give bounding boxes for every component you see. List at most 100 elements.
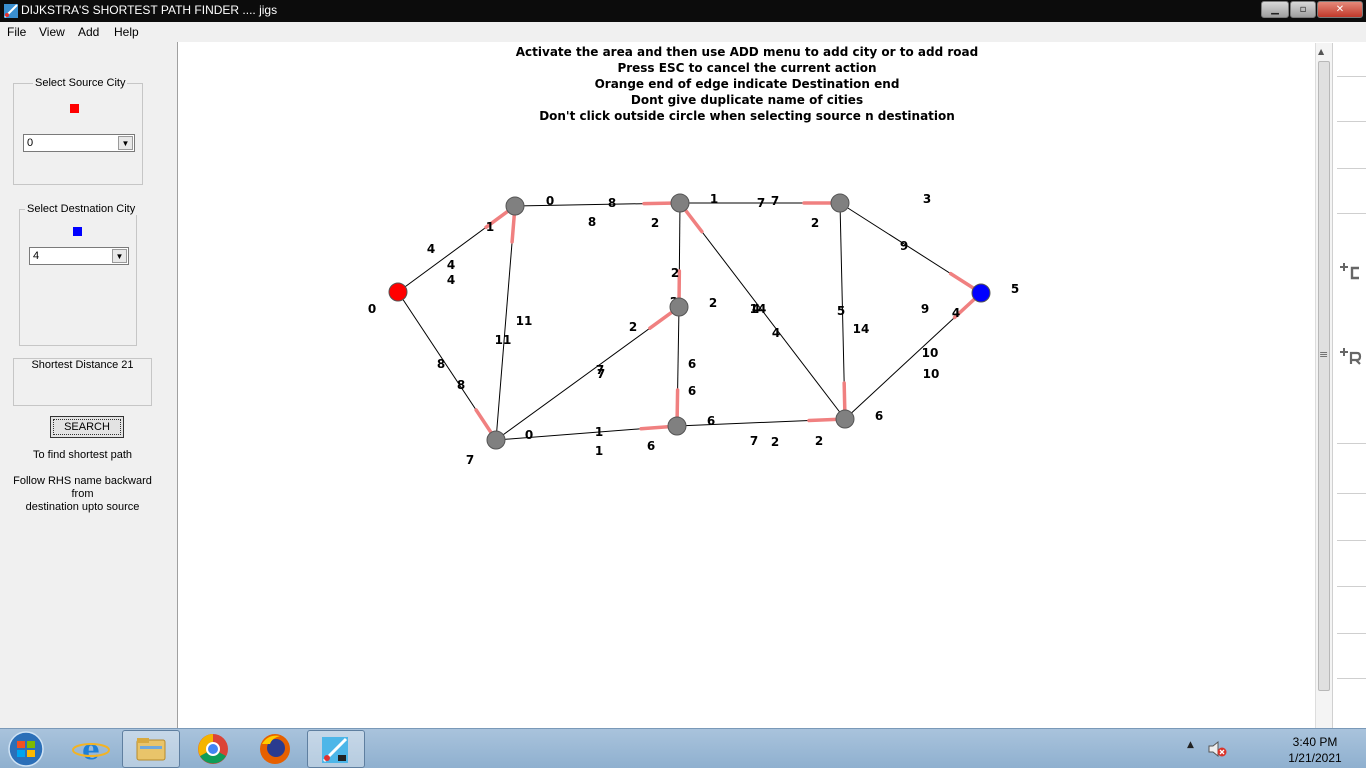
scroll-up-icon[interactable]: ▲ bbox=[1318, 47, 1324, 56]
divider bbox=[1337, 540, 1366, 541]
city-node-label: 2 bbox=[651, 216, 659, 230]
city-node-2[interactable] bbox=[671, 194, 689, 212]
search-button-label: SEARCH bbox=[53, 419, 121, 435]
city-node-label: 2 bbox=[811, 216, 819, 230]
menu-help[interactable]: Help bbox=[114, 25, 139, 39]
edge-weight-label: 1 bbox=[595, 425, 603, 439]
edge-weight-label: 2 bbox=[671, 266, 679, 280]
source-city-value: 0 bbox=[27, 137, 33, 149]
internet-explorer-icon[interactable]: e bbox=[62, 730, 120, 768]
title-bar: DIJKSTRA'S SHORTEST PATH FINDER .... jig… bbox=[0, 0, 1366, 22]
city-node-3[interactable] bbox=[831, 194, 849, 212]
scroll-thumb[interactable] bbox=[1318, 61, 1330, 691]
menu-file[interactable]: File bbox=[7, 25, 26, 39]
city-node-label: 0 bbox=[368, 302, 376, 316]
chevron-down-icon[interactable]: ▼ bbox=[112, 249, 127, 263]
firefox-icon[interactable] bbox=[246, 730, 304, 768]
city-node-label: 4 bbox=[447, 258, 455, 272]
edge-weight-label: 1 bbox=[595, 444, 603, 458]
divider bbox=[1337, 121, 1366, 122]
edge-weight-label: 3 bbox=[923, 192, 931, 206]
add-comment-icon[interactable] bbox=[1337, 258, 1363, 284]
edge-weight-label: 8 bbox=[588, 215, 596, 229]
edge-destination-end bbox=[476, 410, 491, 433]
hint-follow-line2: from bbox=[5, 488, 160, 500]
svg-text:e: e bbox=[82, 733, 100, 766]
dijkstra-app-taskbar-button[interactable] bbox=[307, 730, 365, 768]
edge-weight-label: 14 bbox=[853, 322, 870, 336]
destination-city-value: 4 bbox=[33, 250, 39, 262]
source-city-label: Select Source City bbox=[33, 77, 127, 89]
menu-add[interactable]: Add bbox=[78, 25, 99, 39]
city-node-1[interactable] bbox=[506, 197, 524, 215]
menu-bar: File View Add Help bbox=[0, 22, 1366, 42]
divider bbox=[1337, 633, 1366, 634]
city-node-8[interactable] bbox=[670, 298, 688, 316]
edge-destination-end bbox=[844, 383, 845, 410]
divider bbox=[1337, 678, 1366, 679]
edge-weight-label: 2 bbox=[771, 435, 779, 449]
edge-destination-end bbox=[951, 274, 974, 289]
destination-city-select[interactable]: 4 ▼ bbox=[29, 247, 129, 265]
edge-destination-end bbox=[650, 312, 672, 328]
edge-weight-label: 7 bbox=[757, 196, 765, 210]
edge-weight-label: 4 bbox=[952, 306, 960, 320]
city-node-label: 5 bbox=[1011, 282, 1019, 296]
destination-color-marker bbox=[73, 227, 82, 236]
graph-canvas[interactable]: Activate the area and then use ADD menu … bbox=[179, 43, 1315, 728]
speaker-muted-icon[interactable] bbox=[1207, 740, 1227, 758]
edge-weight-label: 7 bbox=[597, 367, 605, 381]
edge-weight-label: 2 bbox=[629, 320, 637, 334]
start-button-icon[interactable] bbox=[0, 730, 52, 768]
clock-time: 3:40 PM bbox=[1280, 734, 1350, 750]
taskbar: e ▲ 3:40 PM 1/21/2021 bbox=[0, 728, 1366, 768]
control-panel: Select Source City 0 ▼ Select Destnation… bbox=[0, 42, 178, 728]
vertical-scrollbar[interactable]: ▲ bbox=[1315, 43, 1332, 728]
edge-weight-label: 11 bbox=[516, 314, 533, 328]
chrome-icon[interactable] bbox=[184, 730, 242, 768]
chevron-down-icon[interactable]: ▼ bbox=[118, 136, 133, 150]
app-icon bbox=[308, 731, 364, 767]
edge-weight-label: 8 bbox=[608, 196, 616, 210]
drag-handle-icon[interactable]: ≡ bbox=[1319, 348, 1328, 361]
edge-weight-label: 6 bbox=[688, 384, 696, 398]
edge-weight-label: 0 bbox=[546, 194, 554, 208]
city-node-4[interactable] bbox=[972, 284, 990, 302]
city-node-6[interactable] bbox=[668, 417, 686, 435]
source-color-marker bbox=[70, 104, 79, 113]
edge-weight-label: 8 bbox=[457, 378, 465, 392]
app-icon bbox=[3, 3, 19, 19]
graph-svg[interactable]: 4881172491410761210821732911867016725144… bbox=[179, 43, 1315, 728]
minimize-button[interactable]: ▁ bbox=[1261, 1, 1289, 18]
edge-weight-label: 9 bbox=[900, 239, 908, 253]
city-node-0[interactable] bbox=[389, 283, 407, 301]
maximize-button[interactable]: ▫ bbox=[1290, 1, 1316, 18]
edge-weight-label: 6 bbox=[688, 357, 696, 371]
clock-date: 1/21/2021 bbox=[1280, 750, 1350, 766]
edge-weight-label: 4 bbox=[752, 302, 760, 316]
divider bbox=[1337, 213, 1366, 214]
menu-view[interactable]: View bbox=[39, 25, 65, 39]
edge-weight-label: 11 bbox=[495, 333, 512, 347]
shortest-distance-text: Shortest Distance 21 bbox=[13, 359, 152, 371]
edge-weight-label: 4 bbox=[447, 273, 455, 287]
file-explorer-button[interactable] bbox=[122, 730, 180, 768]
edge-weight-label: 4 bbox=[772, 326, 780, 340]
add-review-icon[interactable] bbox=[1337, 343, 1363, 369]
edge-weight-label: 4 bbox=[427, 242, 435, 256]
city-node-7[interactable] bbox=[487, 431, 505, 449]
edge-destination-end bbox=[685, 210, 701, 231]
search-button[interactable]: SEARCH bbox=[50, 416, 124, 438]
system-clock[interactable]: 3:40 PM 1/21/2021 bbox=[1280, 734, 1350, 766]
edge-weight-label: 2 bbox=[815, 434, 823, 448]
hint-shortest-path: To find shortest path bbox=[5, 449, 160, 461]
divider bbox=[1337, 443, 1366, 444]
edge-destination-end bbox=[809, 419, 836, 420]
edge-weight-label: 6 bbox=[707, 414, 715, 428]
show-hidden-icons-icon[interactable]: ▲ bbox=[1187, 740, 1194, 750]
source-city-select[interactable]: 0 ▼ bbox=[23, 134, 135, 152]
city-node-5[interactable] bbox=[836, 410, 854, 428]
close-button[interactable]: ✕ bbox=[1317, 1, 1363, 18]
window-title: DIJKSTRA'S SHORTEST PATH FINDER .... jig… bbox=[21, 3, 277, 17]
edge-weight-label: 1 bbox=[710, 192, 718, 206]
